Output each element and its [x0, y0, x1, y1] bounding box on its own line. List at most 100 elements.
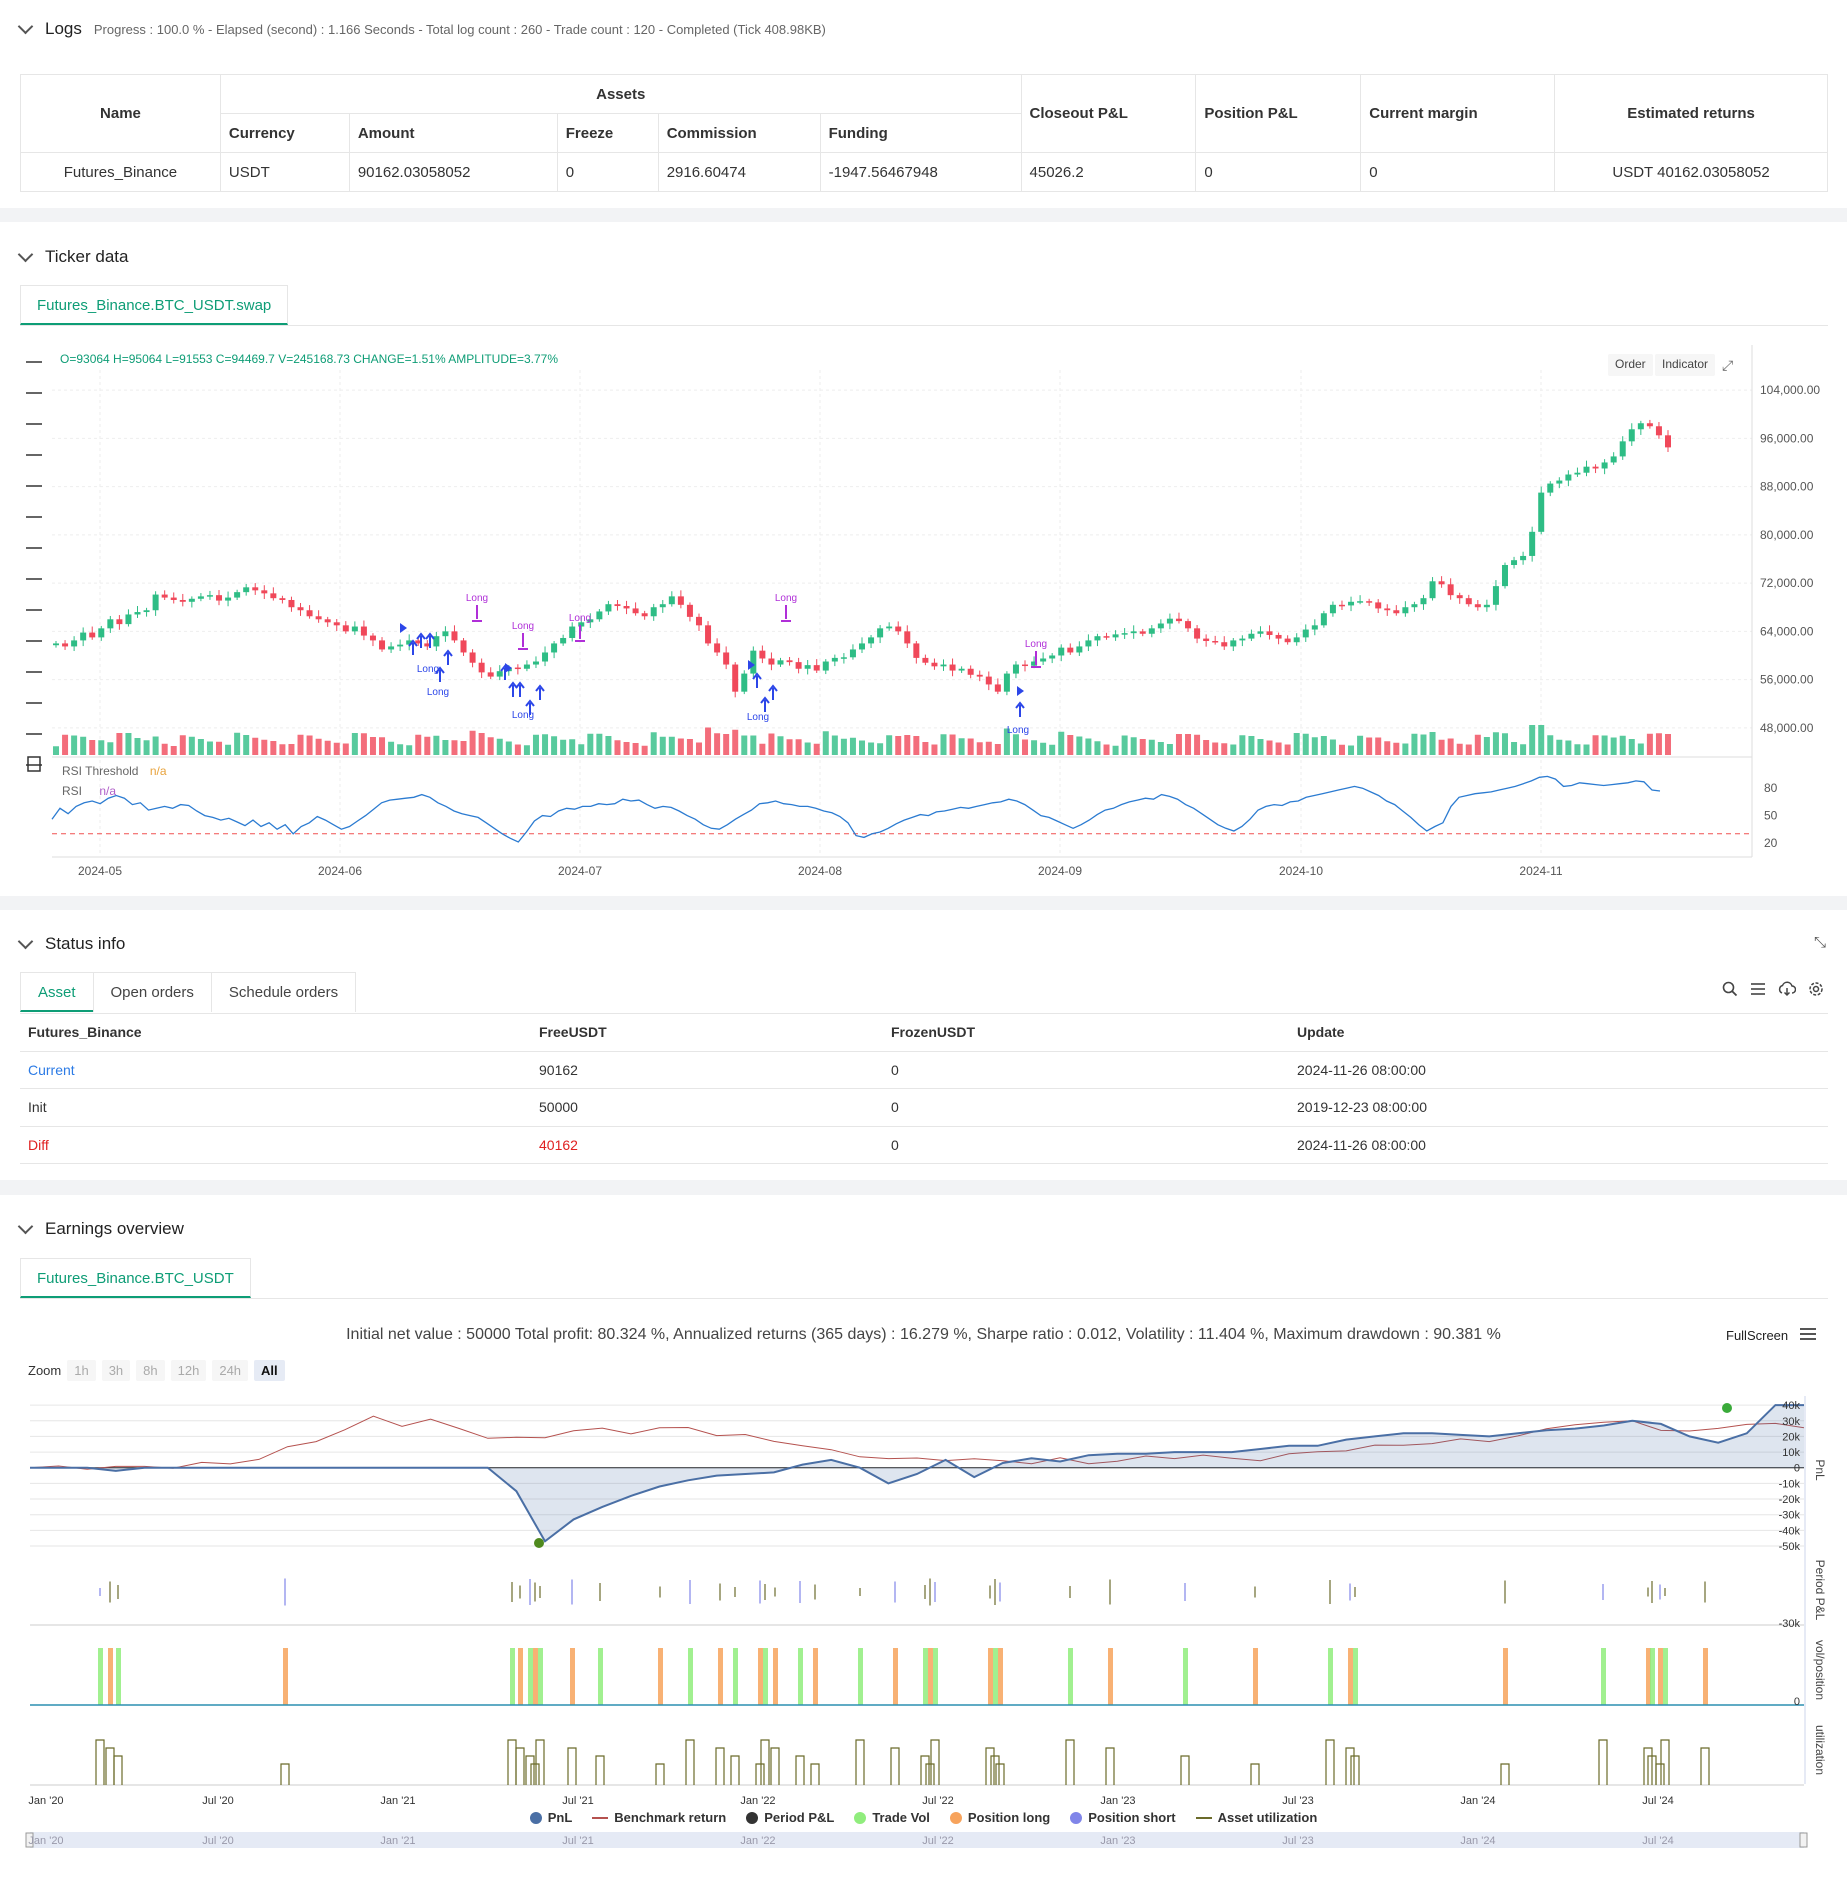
candle-body	[949, 664, 956, 671]
earnings-legend: PnL Benchmark return Period P&L Trade Vo…	[0, 1810, 1847, 1825]
volume-bar	[80, 736, 87, 755]
candle-body	[886, 626, 893, 629]
zoom-12h[interactable]: 12h	[170, 1360, 207, 1381]
candle-body	[1411, 604, 1418, 608]
cloud-download-icon[interactable]	[1778, 981, 1797, 1002]
candle-body	[1338, 604, 1345, 607]
legend-period-pnl[interactable]: Period P&L	[746, 1810, 834, 1825]
candle-body	[1665, 435, 1671, 448]
volume-bar	[1293, 733, 1300, 755]
volume-bar	[1076, 736, 1083, 755]
order-button[interactable]: Order	[1608, 354, 1653, 376]
search-icon[interactable]	[1722, 981, 1738, 1002]
volume-bar	[1492, 732, 1499, 755]
candle-body	[89, 632, 96, 638]
candle-body	[1049, 655, 1056, 659]
candle-body	[1556, 480, 1563, 484]
zoom-3h[interactable]: 3h	[101, 1360, 131, 1381]
candle-body	[1348, 601, 1355, 606]
candle-body	[1112, 634, 1119, 638]
legend-asset-utilization[interactable]: Asset utilization	[1195, 1810, 1317, 1825]
zoom-24h[interactable]: 24h	[212, 1360, 249, 1381]
status-title: Status info	[45, 934, 126, 953]
indicator-button[interactable]: Indicator	[1655, 354, 1716, 376]
zoom-1h[interactable]: 1h	[67, 1360, 96, 1381]
volume-bar	[1438, 739, 1445, 755]
collapse-icon[interactable]: ⤡	[1814, 934, 1827, 951]
candle-body	[741, 673, 748, 692]
volume-bar	[360, 733, 367, 755]
list-icon[interactable]	[1750, 981, 1766, 1002]
candles	[53, 419, 1671, 698]
legend-position-long[interactable]: Position long	[949, 1810, 1050, 1825]
candle-body	[451, 631, 458, 641]
tab-schedule-orders[interactable]: Schedule orders	[210, 972, 357, 1012]
legend-position-short[interactable]: Position short	[1070, 1810, 1176, 1825]
candle-body	[379, 640, 386, 650]
volume-bar	[976, 742, 983, 755]
tab-open-orders[interactable]: Open orders	[92, 972, 212, 1012]
volume-bar	[1239, 735, 1246, 755]
menu-icon[interactable]	[1800, 1327, 1817, 1344]
ticker-header[interactable]: Ticker data	[17, 246, 128, 267]
buy-arrowhead	[508, 681, 518, 689]
tab-ticker-symbol[interactable]: Futures_Binance.BTC_USDT.swap	[20, 285, 289, 325]
rsi-tick-label: 20	[1764, 836, 1778, 850]
volume-bar	[1311, 737, 1318, 755]
zoom-all[interactable]: All	[254, 1360, 285, 1381]
volume-bar	[1003, 728, 1010, 755]
candle-body	[1257, 631, 1264, 634]
volume-bar	[1511, 742, 1518, 755]
volume-bar	[342, 743, 349, 755]
th-margin: Current margin	[1360, 74, 1556, 153]
candle-body	[297, 607, 304, 611]
tab-asset[interactable]: Asset	[20, 972, 94, 1012]
volume-bar	[1529, 725, 1536, 755]
candle-body	[442, 631, 449, 637]
volume-bar	[650, 732, 657, 755]
candle-body	[1366, 601, 1373, 603]
candle-body	[197, 596, 204, 599]
candle-body	[1547, 483, 1554, 493]
row-label-current[interactable]: Current	[20, 1051, 531, 1089]
volume-bar	[768, 733, 775, 755]
volume-bar	[62, 734, 69, 755]
legend-pnl[interactable]: PnL	[529, 1810, 572, 1825]
candle-body	[406, 640, 413, 645]
gear-icon[interactable]	[1808, 981, 1824, 1002]
rsi-legend: RSI n/a	[62, 784, 116, 798]
volume-bar	[1094, 741, 1101, 755]
volume-bar	[397, 744, 404, 755]
candle-body	[705, 625, 712, 644]
candle-body	[1393, 610, 1400, 614]
logs-header[interactable]: Logs Progress : 100.0 % - Elapsed (secon…	[17, 18, 826, 39]
volume-bar	[1420, 734, 1427, 755]
volume-bar	[279, 744, 286, 755]
volume-bar	[895, 736, 902, 755]
time-tick-label: 2024-10	[1279, 864, 1323, 878]
legend-trade-vol[interactable]: Trade Vol	[854, 1810, 930, 1825]
drawing-toolbar[interactable]	[26, 361, 42, 772]
candle-body	[1040, 658, 1047, 662]
candle-body	[1465, 598, 1472, 605]
candle-body	[1221, 642, 1228, 647]
status-header[interactable]: Status info	[17, 933, 126, 954]
zoom-8h[interactable]: 8h	[136, 1360, 165, 1381]
candle-body	[98, 628, 105, 638]
candle-body	[732, 664, 739, 692]
cell-closeout: 45026.2	[1020, 152, 1197, 192]
fullscreen-label[interactable]: FullScreen	[1726, 1328, 1789, 1343]
expand-icon[interactable]: ⤢	[1722, 357, 1734, 373]
legend-benchmark[interactable]: Benchmark return	[592, 1810, 726, 1825]
earnings-header[interactable]: Earnings overview	[17, 1218, 184, 1239]
tab-earnings-symbol[interactable]: Futures_Binance.BTC_USDT	[20, 1258, 251, 1298]
volume-bar	[1583, 744, 1590, 755]
candle-body	[659, 604, 666, 608]
candle-body	[605, 604, 612, 612]
volume-bar	[1040, 742, 1047, 755]
cell-name: Futures_Binance	[20, 152, 221, 192]
fullscreen-control[interactable]: FullScreen	[1726, 1327, 1817, 1344]
volume-bar	[849, 737, 856, 755]
logs-panel: Logs Progress : 100.0 % - Elapsed (secon…	[0, 0, 1847, 208]
